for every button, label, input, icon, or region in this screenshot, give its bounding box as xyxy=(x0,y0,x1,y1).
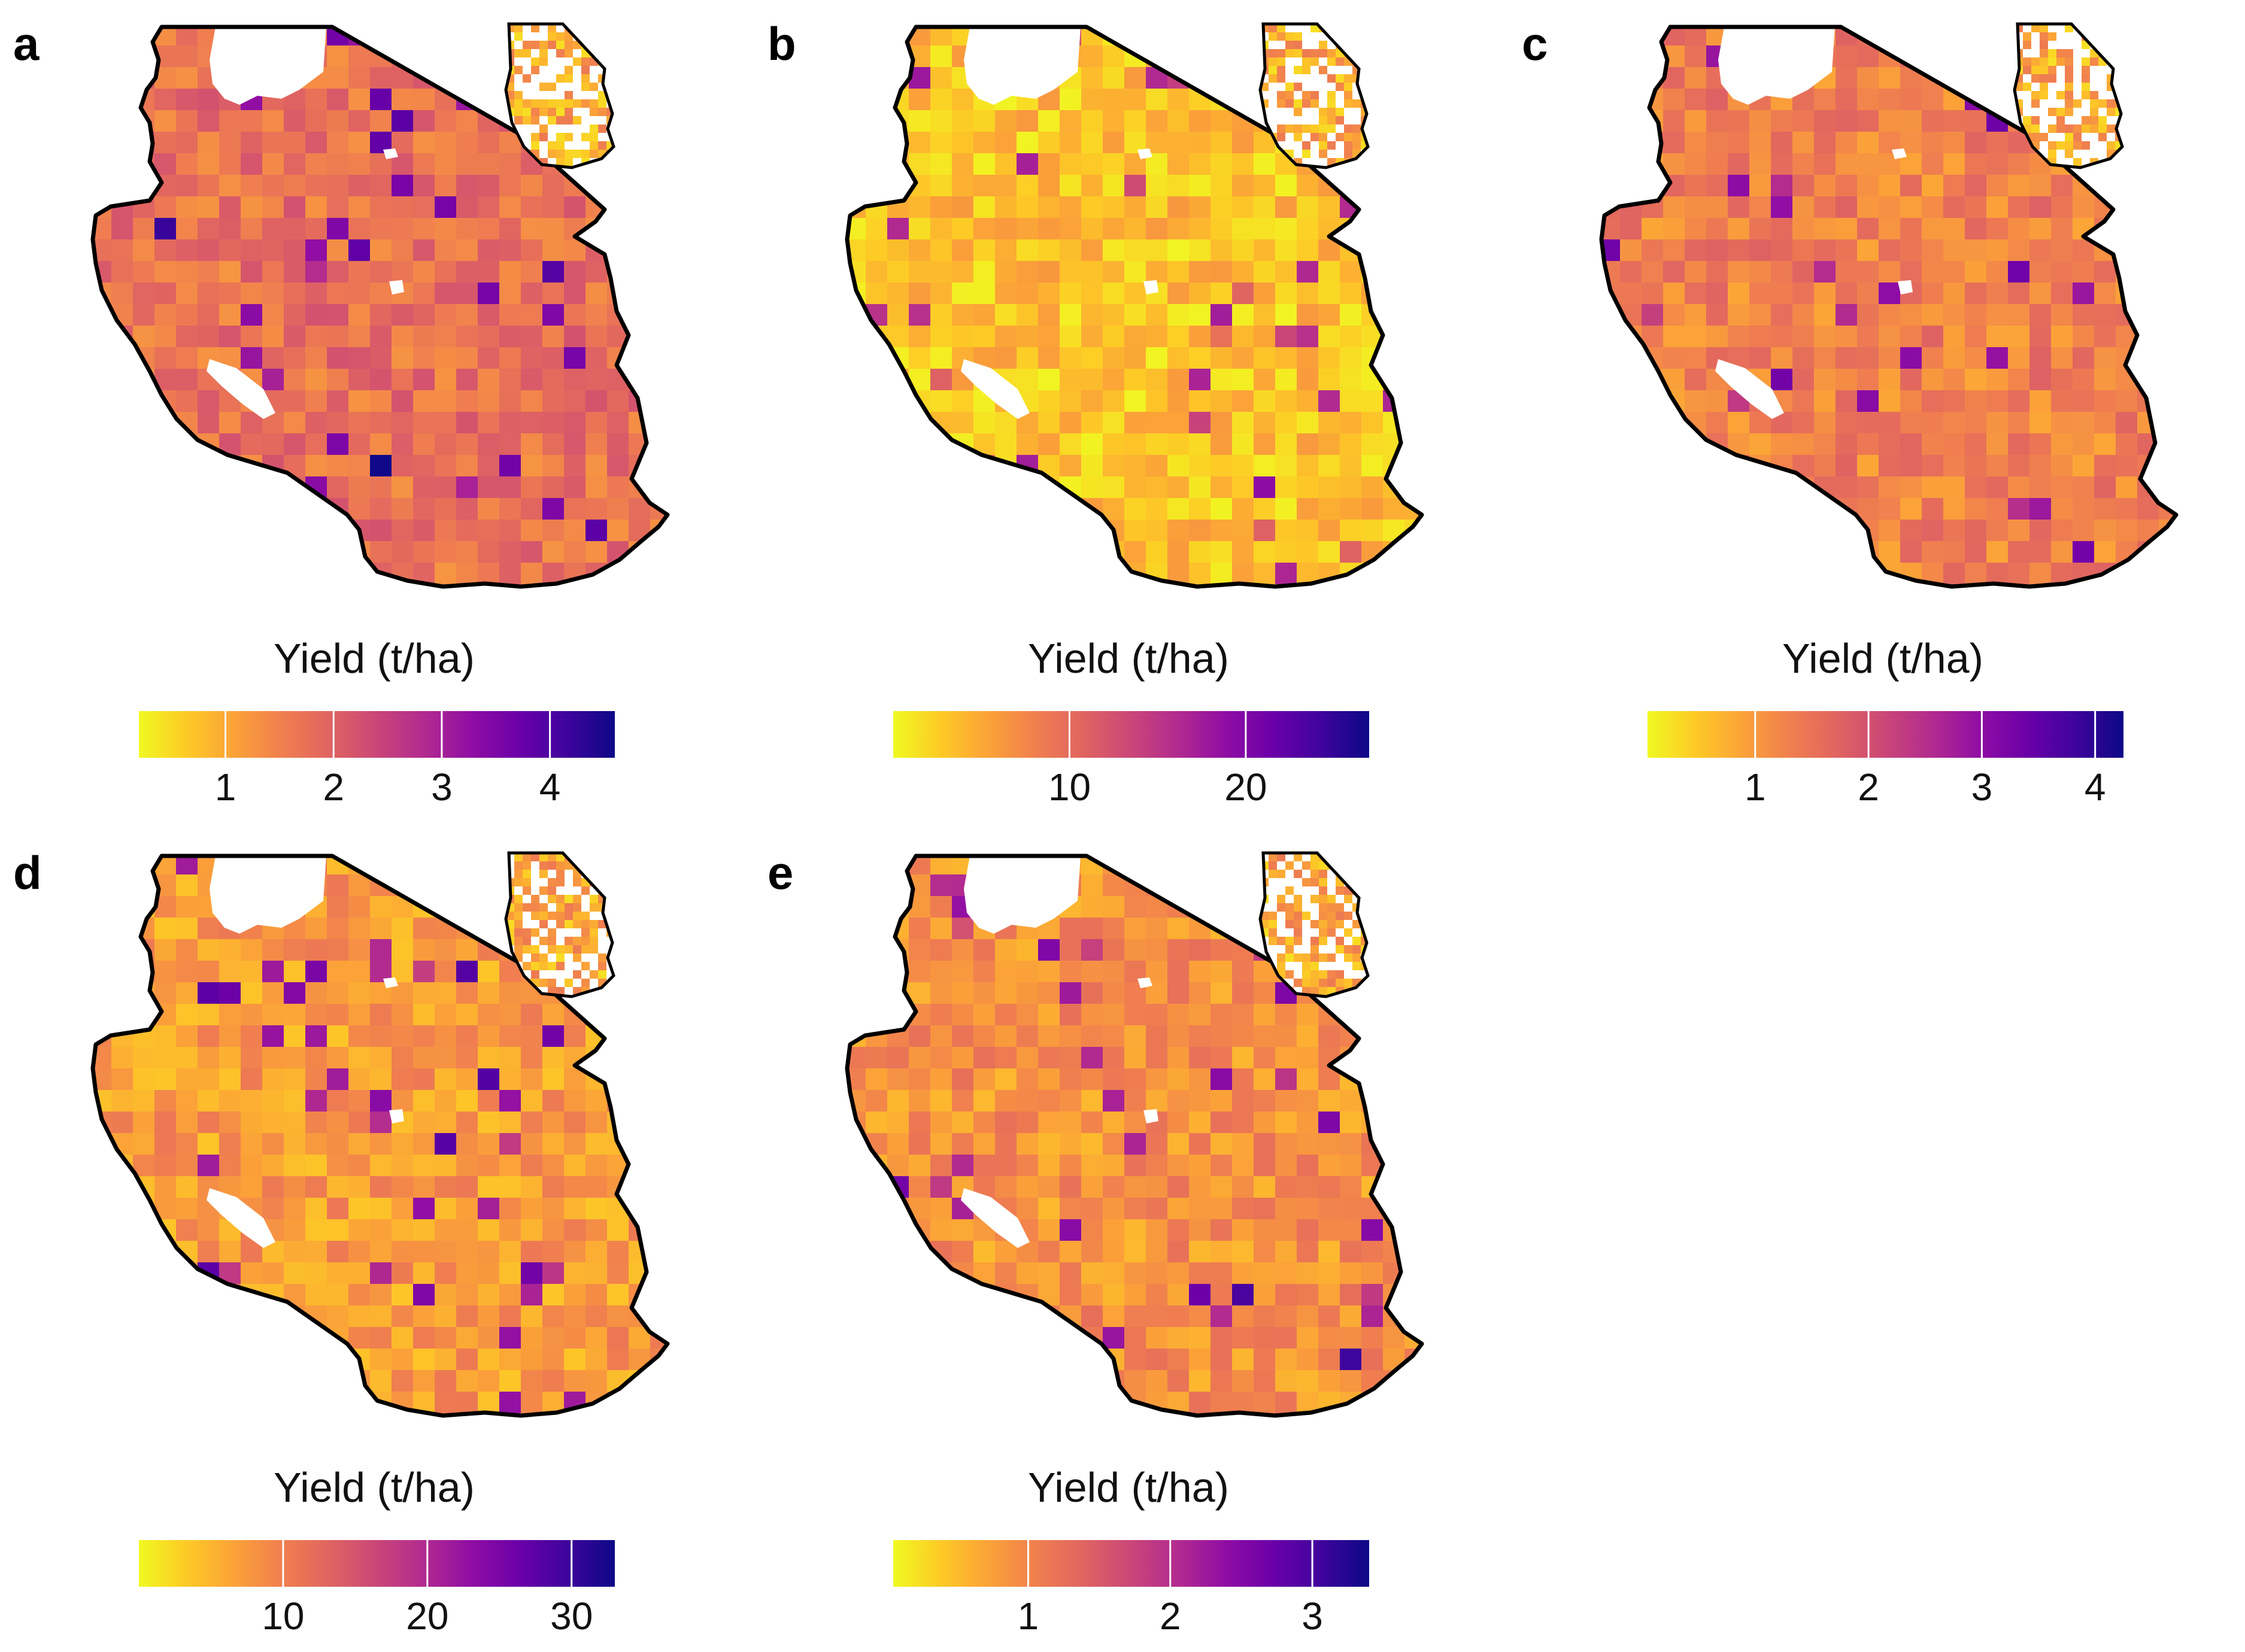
scale-tick-label: 3 xyxy=(1971,765,1993,809)
color-scale-bar xyxy=(139,711,615,758)
yield-map xyxy=(1509,0,2245,622)
legend-title: Yield (t/ha) xyxy=(1509,634,2245,682)
color-scale-bar xyxy=(139,1540,615,1587)
color-scale-bar xyxy=(893,711,1369,758)
color-scale-bar xyxy=(893,1540,1369,1587)
map-panel-d: d Yield (t/ha) 10 20 30 xyxy=(0,829,748,1652)
scale-tick-label: 20 xyxy=(406,1594,448,1638)
yield-map xyxy=(754,829,1503,1451)
legend-title: Yield (t/ha) xyxy=(754,1463,1503,1511)
scale-tick-label: 2 xyxy=(323,765,344,809)
map-panel-e: e Yield (t/ha) 1 2 3 xyxy=(754,829,1503,1652)
legend-title: Yield (t/ha) xyxy=(0,634,748,682)
panel-label: b xyxy=(767,17,796,71)
legend-title: Yield (t/ha) xyxy=(754,634,1503,682)
map-panel-c: c Yield (t/ha) 1 2 3 4 xyxy=(1509,0,2245,823)
scale-tick-label: 2 xyxy=(1858,765,1879,809)
scale-tick-label: 1 xyxy=(1745,765,1766,809)
scale-tick-label: 3 xyxy=(431,765,453,809)
scale-tick-label: 10 xyxy=(262,1594,304,1638)
scale-tick-label: 2 xyxy=(1160,1594,1181,1638)
yield-map xyxy=(0,829,748,1451)
color-scale-bar xyxy=(1648,711,2123,758)
scale-tick-label: 4 xyxy=(2085,765,2106,809)
scale-tick-label: 30 xyxy=(550,1594,593,1638)
panel-label: a xyxy=(13,17,39,71)
map-panel-b: b Yield (t/ha) 10 20 xyxy=(754,0,1503,823)
scale-tick-label: 3 xyxy=(1302,1594,1323,1638)
scale-tick-label: 20 xyxy=(1224,765,1267,809)
legend-title: Yield (t/ha) xyxy=(0,1463,748,1511)
panel-label: c xyxy=(1522,17,1548,71)
yield-map xyxy=(754,0,1503,622)
yield-map xyxy=(0,0,748,622)
map-panel-a: a Yield (t/ha) 1 2 3 4 xyxy=(0,0,748,823)
panel-label: e xyxy=(767,846,793,900)
panel-label: d xyxy=(13,846,42,900)
scale-tick-label: 4 xyxy=(539,765,561,809)
scale-tick-label: 10 xyxy=(1048,765,1091,809)
scale-tick-label: 1 xyxy=(1018,1594,1039,1638)
scale-tick-label: 1 xyxy=(215,765,236,809)
